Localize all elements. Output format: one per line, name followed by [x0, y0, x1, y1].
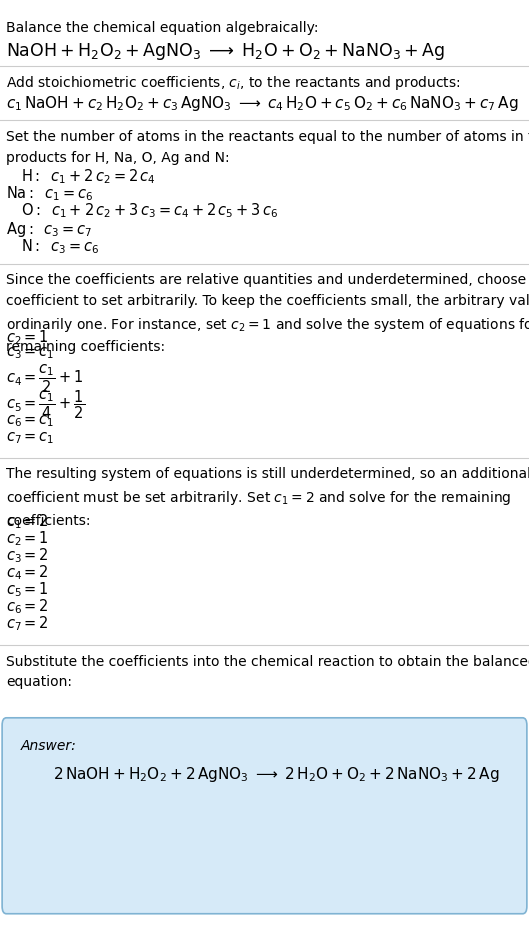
Text: $\mathrm{Na:}\;\;c_1 = c_6$: $\mathrm{Na:}\;\;c_1 = c_6$	[6, 185, 94, 203]
Text: $\mathrm{NaOH} + \mathrm{H_2O_2} + \mathrm{AgNO_3}\;\longrightarrow\;\mathrm{H_2: $\mathrm{NaOH} + \mathrm{H_2O_2} + \math…	[6, 41, 445, 62]
Text: The resulting system of equations is still underdetermined, so an additional
coe: The resulting system of equations is sti…	[6, 467, 529, 528]
Text: $c_1\,\mathrm{NaOH} + c_2\,\mathrm{H_2O_2} + c_3\,\mathrm{AgNO_3}\;\longrightarr: $c_1\,\mathrm{NaOH} + c_2\,\mathrm{H_2O_…	[6, 94, 519, 113]
Text: $\mathrm{O:}\;\;c_1 + 2\,c_2 + 3\,c_3 = c_4 + 2\,c_5 + 3\,c_6$: $\mathrm{O:}\;\;c_1 + 2\,c_2 + 3\,c_3 = …	[21, 202, 279, 220]
Text: Set the number of atoms in the reactants equal to the number of atoms in the
pro: Set the number of atoms in the reactants…	[6, 130, 529, 165]
Text: $c_4 = 2$: $c_4 = 2$	[6, 563, 49, 582]
Text: $c_3 = 2$: $c_3 = 2$	[6, 546, 49, 565]
Text: $c_7 = c_1$: $c_7 = c_1$	[6, 430, 55, 447]
Text: $c_5 = \dfrac{c_1}{4} + \dfrac{1}{2}$: $c_5 = \dfrac{c_1}{4} + \dfrac{1}{2}$	[6, 388, 85, 421]
Text: $c_7 = 2$: $c_7 = 2$	[6, 614, 49, 633]
Text: $c_6 = c_1$: $c_6 = c_1$	[6, 414, 55, 430]
Text: Add stoichiometric coefficients, $c_i$, to the reactants and products:: Add stoichiometric coefficients, $c_i$, …	[6, 74, 461, 92]
FancyBboxPatch shape	[2, 718, 527, 914]
Text: $c_2 = 1$: $c_2 = 1$	[6, 529, 49, 548]
Text: Substitute the coefficients into the chemical reaction to obtain the balanced
eq: Substitute the coefficients into the che…	[6, 655, 529, 690]
Text: $c_3 = c_1$: $c_3 = c_1$	[6, 346, 55, 362]
Text: $c_5 = 1$: $c_5 = 1$	[6, 580, 49, 599]
Text: $\mathrm{N:}\;\;c_3 = c_6$: $\mathrm{N:}\;\;c_3 = c_6$	[21, 237, 99, 256]
Text: $\mathrm{Ag:}\;\;c_3 = c_7$: $\mathrm{Ag:}\;\;c_3 = c_7$	[6, 220, 93, 239]
Text: $c_1 = 2$: $c_1 = 2$	[6, 512, 49, 531]
Text: $2\,\mathrm{NaOH} + \mathrm{H_2O_2} + 2\,\mathrm{AgNO_3}\;\longrightarrow\;2\,\m: $2\,\mathrm{NaOH} + \mathrm{H_2O_2} + 2\…	[53, 765, 499, 784]
Text: Balance the chemical equation algebraically:: Balance the chemical equation algebraica…	[6, 21, 319, 35]
Text: $c_6 = 2$: $c_6 = 2$	[6, 597, 49, 616]
Text: $c_2 = 1$: $c_2 = 1$	[6, 329, 49, 348]
Text: Since the coefficients are relative quantities and underdetermined, choose a
coe: Since the coefficients are relative quan…	[6, 273, 529, 354]
Text: $\mathrm{H:}\;\;c_1 + 2\,c_2 = 2\,c_4$: $\mathrm{H:}\;\;c_1 + 2\,c_2 = 2\,c_4$	[21, 168, 156, 187]
Text: $c_4 = \dfrac{c_1}{2} + 1$: $c_4 = \dfrac{c_1}{2} + 1$	[6, 363, 84, 395]
Text: Answer:: Answer:	[21, 739, 77, 754]
